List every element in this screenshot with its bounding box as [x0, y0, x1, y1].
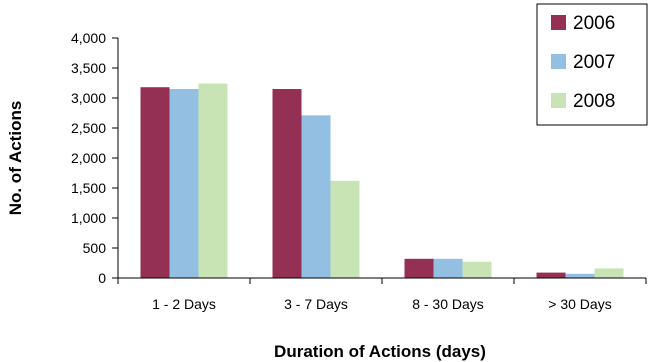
x-tick-label: > 30 Days: [548, 296, 611, 312]
bar-2006-4: [536, 272, 566, 278]
bar-2006-1: [140, 87, 170, 278]
y-tick-label: 2,000: [71, 150, 106, 166]
legend-swatch-2006: [551, 15, 566, 30]
x-axis-ticks: 1 - 2 Days 3 - 7 Days 8 - 30 Days > 30 Days: [117, 278, 647, 312]
y-tick-label: 0: [98, 270, 106, 286]
legend-items: 2006 2007 2008: [551, 13, 615, 112]
legend-label-2007: 2007: [573, 52, 615, 73]
y-tick-label: 2,500: [71, 120, 106, 136]
y-tick-label: 3,000: [71, 90, 106, 106]
bar-2007-2: [301, 115, 331, 279]
x-tick-label: 1 - 2 Days: [152, 296, 216, 312]
legend-label-2008: 2008: [573, 91, 615, 112]
bar-2007-1: [169, 89, 199, 278]
y-axis-ticks: 0 500 1,000 1,500 2,000 2,500 3,000 3,500 4,000: [71, 30, 118, 286]
bar-2007-3: [433, 258, 463, 278]
y-tick-label: 1,500: [71, 180, 106, 196]
bar-2008-3: [462, 261, 492, 278]
x-tick-label: 8 - 30 Days: [412, 296, 484, 312]
y-tick-label: 3,500: [71, 60, 106, 76]
legend: 2006 2007 2008: [536, 3, 648, 126]
legend-label-2006: 2006: [573, 13, 615, 34]
bar-2008-1: [198, 83, 228, 278]
bar-2008-2: [330, 180, 360, 278]
legend-swatch-2008: [551, 93, 566, 108]
y-tick-label: 1,000: [71, 210, 106, 226]
x-axis-title: Duration of Actions (days): [274, 342, 486, 361]
y-tick-label: 500: [83, 240, 107, 256]
bar-2008-4: [594, 268, 624, 278]
y-axis-title: No. of Actions: [6, 101, 25, 216]
legend-swatch-2007: [551, 54, 566, 69]
bar-2006-2: [272, 89, 302, 278]
bar-2006-3: [404, 258, 434, 278]
x-tick-label: 3 - 7 Days: [284, 296, 348, 312]
y-tick-label: 4,000: [71, 30, 106, 46]
bar-2007-4: [565, 273, 595, 278]
bars-layer: [140, 83, 624, 279]
